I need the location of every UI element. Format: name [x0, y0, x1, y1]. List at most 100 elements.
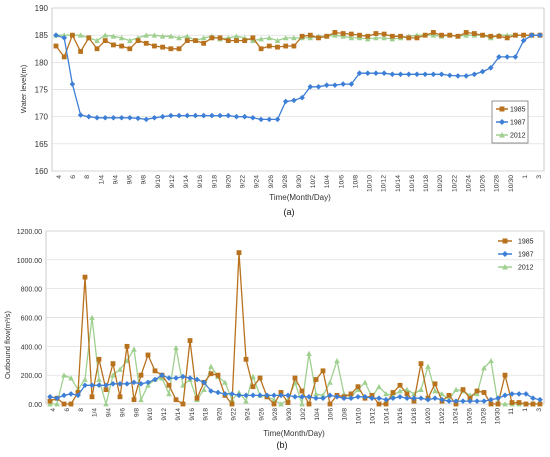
data-point-2012-b — [166, 391, 172, 397]
data-point-1985-a — [324, 33, 330, 39]
data-point-1987-a — [209, 112, 215, 119]
x-tick-label-b: 10/18 — [411, 408, 418, 425]
data-point-1985-a — [340, 31, 346, 36]
data-point-2012-a — [266, 35, 273, 41]
data-point-2012-b — [89, 314, 95, 320]
data-point-1987-b — [159, 372, 165, 378]
legend-marker-1987-b — [502, 251, 508, 257]
data-point-1987-b — [138, 381, 144, 387]
panel-caption-a: (a) — [284, 207, 295, 217]
data-point-1987-b — [432, 395, 438, 402]
y-tick-label-b: 800.00 — [21, 287, 43, 294]
data-point-1987-a — [471, 71, 478, 78]
data-point-2012-a — [77, 32, 84, 38]
data-point-1985-b — [495, 401, 501, 407]
data-point-1985-b — [75, 390, 81, 395]
y-tick-label-b: 0.00 — [28, 402, 42, 409]
y-axis-title-b: Outbound flow(m³/s) — [3, 311, 12, 379]
data-point-1985-a — [160, 44, 166, 50]
legend-label-1987-b: 1987 — [518, 252, 534, 259]
data-point-1985-b — [292, 375, 298, 381]
x-tick-label-a: 9/22 — [240, 175, 247, 188]
legend-label-1985-a: 1985 — [510, 107, 526, 114]
data-point-1985-b — [271, 401, 277, 407]
data-point-1987-a — [151, 114, 158, 121]
data-point-1985-b — [299, 388, 305, 394]
series-1987-a — [53, 32, 543, 123]
data-point-1987-a — [217, 112, 223, 119]
data-point-1987-a — [176, 112, 182, 119]
data-point-1985-a — [201, 40, 207, 46]
data-point-2012-b — [96, 376, 102, 382]
data-point-1985-a — [225, 38, 231, 43]
data-point-2012-b — [110, 372, 116, 378]
data-point-1985-b — [383, 401, 389, 407]
data-point-1985-b — [432, 381, 438, 387]
data-point-2012-a — [94, 37, 100, 43]
data-point-1985-a — [119, 43, 125, 49]
data-point-2012-b — [138, 396, 144, 403]
data-point-1985-b — [397, 382, 403, 388]
data-point-1987-b — [341, 395, 347, 402]
data-point-1985-b — [89, 394, 95, 400]
data-point-1985-a — [275, 44, 280, 50]
data-point-1985-a — [447, 32, 453, 38]
data-point-1987-b — [516, 391, 522, 397]
data-point-1987-a — [315, 83, 322, 90]
data-point-1987-a — [159, 113, 166, 120]
data-point-2012-a — [307, 35, 314, 41]
data-point-2012-b — [439, 391, 445, 397]
data-point-1987-a — [487, 64, 494, 71]
data-point-2012-a — [258, 36, 264, 42]
data-point-2012-b — [481, 365, 487, 371]
data-point-1987-b — [348, 395, 354, 402]
data-point-2012-a — [159, 33, 166, 39]
data-point-1987-a — [512, 54, 519, 60]
data-point-1987-b — [166, 375, 172, 381]
y-tick-label-a: 175 — [35, 86, 49, 95]
data-point-1985-b — [229, 401, 235, 407]
data-point-1985-a — [471, 31, 477, 36]
x-tick-label-b: 9/30 — [286, 408, 293, 421]
x-tick-label-a: 1/4 — [98, 175, 105, 185]
data-point-2012-b — [201, 386, 207, 392]
data-point-1987-a — [364, 70, 371, 76]
data-point-2012-a — [389, 36, 396, 42]
legend-entry-1985-a: 1985 — [496, 106, 526, 114]
data-point-1985-a — [176, 46, 182, 52]
data-point-2012-b — [383, 391, 389, 397]
data-point-1987-a — [479, 68, 486, 75]
data-point-1987-a — [520, 37, 527, 44]
data-point-1987-a — [94, 114, 100, 121]
data-point-1987-a — [414, 71, 420, 78]
data-point-1985-a — [332, 30, 338, 35]
data-point-1985-a — [373, 31, 379, 36]
data-point-1985-b — [208, 371, 214, 377]
data-point-1985-b — [537, 401, 543, 407]
data-point-2012-b — [278, 401, 284, 407]
data-point-1987-b — [278, 392, 284, 399]
x-tick-label-b: 10/24 — [453, 408, 460, 425]
legend-marker-1985-a — [499, 106, 505, 112]
legend-label-2012-b: 2012 — [518, 265, 534, 272]
data-point-1985-a — [266, 43, 272, 49]
data-point-1987-b — [243, 392, 249, 399]
data-point-1987-a — [405, 71, 412, 78]
data-point-1987-b — [369, 395, 375, 402]
data-point-2012-a — [373, 35, 379, 41]
data-point-2012-a — [143, 32, 150, 38]
data-point-1985-a — [102, 38, 108, 43]
data-point-1985-b — [194, 395, 200, 401]
series-group-a — [53, 30, 543, 123]
data-point-2012-a — [348, 35, 355, 41]
data-point-1987-b — [229, 391, 235, 397]
data-point-1987-a — [143, 116, 150, 123]
data-point-2012-b — [397, 388, 403, 394]
data-point-1987-b — [327, 392, 333, 399]
data-point-1987-a — [381, 70, 387, 76]
y-tick-label-a: 160 — [35, 167, 49, 176]
data-point-2012-b — [243, 398, 249, 404]
data-point-2012-b — [47, 401, 53, 407]
data-point-1987-a — [307, 83, 314, 90]
